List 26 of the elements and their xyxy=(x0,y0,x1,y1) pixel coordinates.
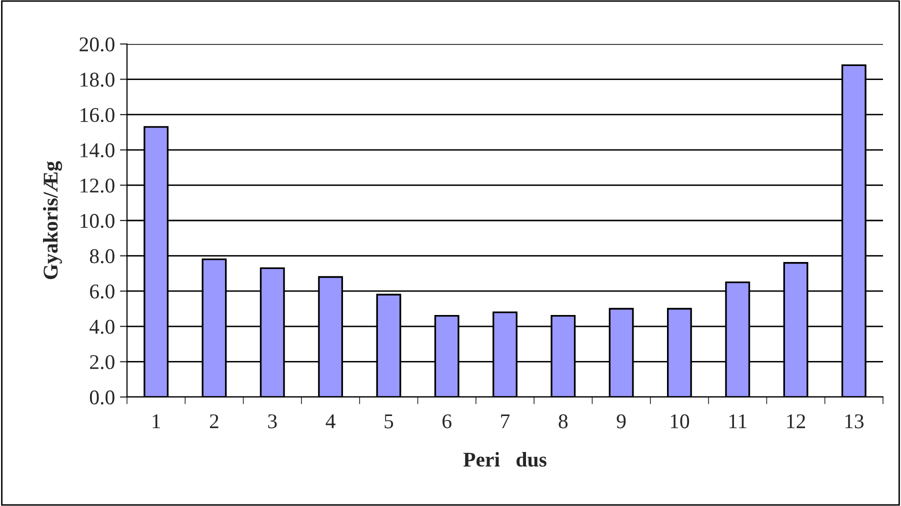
x-tick-label: 9 xyxy=(616,414,626,428)
y-axis-title: Gyakoris/Æg xyxy=(43,161,62,280)
y-tick-label: 10.0 xyxy=(80,214,114,228)
y-tick-label: 8.0 xyxy=(90,249,114,264)
x-tick-label: 11 xyxy=(729,414,746,428)
x-axis-title: Peri dus xyxy=(463,452,546,467)
y-tick-label: 2.0 xyxy=(90,355,114,370)
x-tick-label: 10 xyxy=(670,414,690,428)
x-tick-label: 5 xyxy=(384,414,394,428)
y-tick-label: 4.0 xyxy=(90,320,114,334)
y-tick-label: 14.0 xyxy=(80,143,114,158)
x-tick-label: 8 xyxy=(558,414,568,428)
x-tick-label: 3 xyxy=(268,414,277,428)
y-tick-label: 16.0 xyxy=(80,108,114,122)
x-tick-label: 12 xyxy=(787,414,806,428)
x-tick-label: 6 xyxy=(442,414,452,428)
y-tick-label: 0.0 xyxy=(90,390,114,405)
y-tick-label: 12.0 xyxy=(80,178,114,193)
y-tick-label: 20.0 xyxy=(80,37,114,52)
x-tick-label: 7 xyxy=(501,414,510,428)
x-tick-label: 4 xyxy=(326,414,336,428)
x-tick-label: 2 xyxy=(210,414,218,428)
x-tick-label: 13 xyxy=(845,414,864,428)
x-tick-label: 1 xyxy=(152,414,160,428)
y-tick-label: 18.0 xyxy=(80,72,114,87)
y-tick-label: 6.0 xyxy=(90,284,114,299)
